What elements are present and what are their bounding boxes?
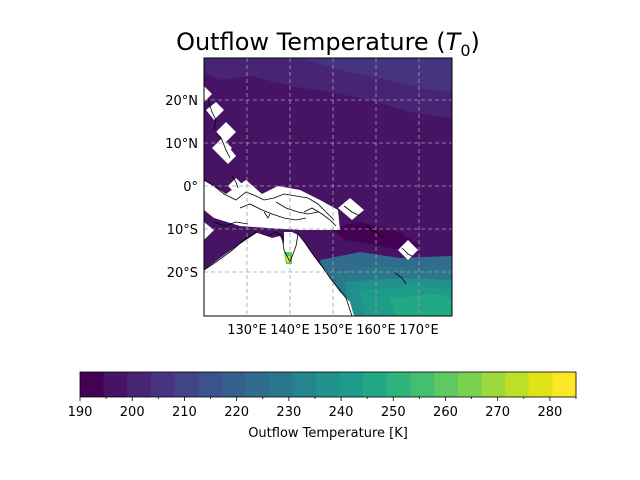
colorbar-tick-label: 230 bbox=[276, 405, 301, 420]
colorbar-segment bbox=[481, 372, 506, 397]
colorbar-tick-label: 250 bbox=[381, 405, 406, 420]
lon-label-160e: 160°E bbox=[356, 323, 396, 338]
colorbar: 190 200 210 220 230 240 250 260 270 280 Outflow T… bbox=[68, 371, 577, 441]
lon-label-140e: 140°E bbox=[270, 323, 310, 338]
map-panel: 20°N 10°N 0° 10°S 20°S 130°E 140°E 150°E… bbox=[165, 57, 453, 338]
colorbar-label: Outflow Temperature [K] bbox=[248, 426, 408, 441]
colorbar-segment bbox=[552, 372, 577, 397]
colorbar-segment bbox=[174, 372, 199, 397]
colorbar-tick-label: 210 bbox=[172, 405, 197, 420]
colorbar-tick-label: 200 bbox=[120, 405, 145, 420]
colorbar-segment bbox=[505, 372, 530, 397]
gridlines bbox=[204, 58, 452, 316]
lat-label-20s: 20°S bbox=[167, 266, 198, 281]
colorbar-tick-label: 190 bbox=[68, 405, 93, 420]
colorbar-segments bbox=[80, 372, 577, 397]
colorbar-segment bbox=[245, 372, 270, 397]
colorbar-segment bbox=[103, 372, 128, 397]
colorbar-segment bbox=[528, 372, 553, 397]
colorbar-segment bbox=[316, 372, 341, 397]
land-islet-6 bbox=[220, 146, 236, 164]
colorbar-tick-label: 240 bbox=[329, 405, 354, 420]
colorbar-segment bbox=[221, 372, 246, 397]
colorbar-segment bbox=[457, 372, 483, 397]
map-frame bbox=[203, 57, 453, 317]
colorbar-frame bbox=[79, 371, 577, 398]
colorbar-segment bbox=[339, 372, 364, 397]
colorbar-tick-label: 260 bbox=[433, 405, 458, 420]
land-australia bbox=[204, 232, 354, 316]
lon-label-150e: 150°E bbox=[313, 323, 353, 338]
lat-labels: 20°N 10°N 0° 10°S 20°S bbox=[165, 94, 198, 281]
field-south-band-5 bbox=[390, 294, 452, 316]
land-islet-2 bbox=[204, 86, 212, 102]
colorbar-tick-label: 220 bbox=[224, 405, 249, 420]
land-islet-4 bbox=[216, 122, 236, 142]
land-west-fragment bbox=[204, 222, 214, 240]
lat-label-10n: 10°N bbox=[165, 137, 198, 152]
colorbar-segment bbox=[292, 372, 317, 397]
colorbar-tick-label: 280 bbox=[537, 405, 562, 420]
colorbar-segment bbox=[268, 372, 294, 397]
colorbar-segment bbox=[127, 372, 152, 397]
colorbar-ticks: 190 200 210 220 230 240 250 260 270 280 bbox=[68, 397, 577, 420]
colorbar-segment bbox=[387, 372, 412, 397]
colorbar-segment bbox=[410, 372, 435, 397]
lat-label-10s: 10°S bbox=[167, 223, 198, 238]
lat-label-20n: 20°N bbox=[165, 94, 198, 109]
colorbar-segment bbox=[198, 372, 223, 397]
colorbar-segment bbox=[80, 372, 105, 397]
colorbar-segment bbox=[150, 372, 175, 397]
land-islet-8 bbox=[398, 240, 418, 260]
lat-label-0: 0° bbox=[183, 180, 198, 195]
lon-labels: 130°E 140°E 150°E 160°E 170°E bbox=[227, 323, 439, 338]
colorbar-segment bbox=[363, 372, 388, 397]
lon-label-170e: 170°E bbox=[399, 323, 439, 338]
lon-label-130e: 130°E bbox=[227, 323, 267, 338]
colorbar-segment bbox=[434, 372, 459, 397]
colorbar-tick-label: 270 bbox=[485, 405, 510, 420]
land-maritime bbox=[204, 180, 340, 230]
chart-title: Outflow Temperature (T0) bbox=[176, 28, 480, 60]
